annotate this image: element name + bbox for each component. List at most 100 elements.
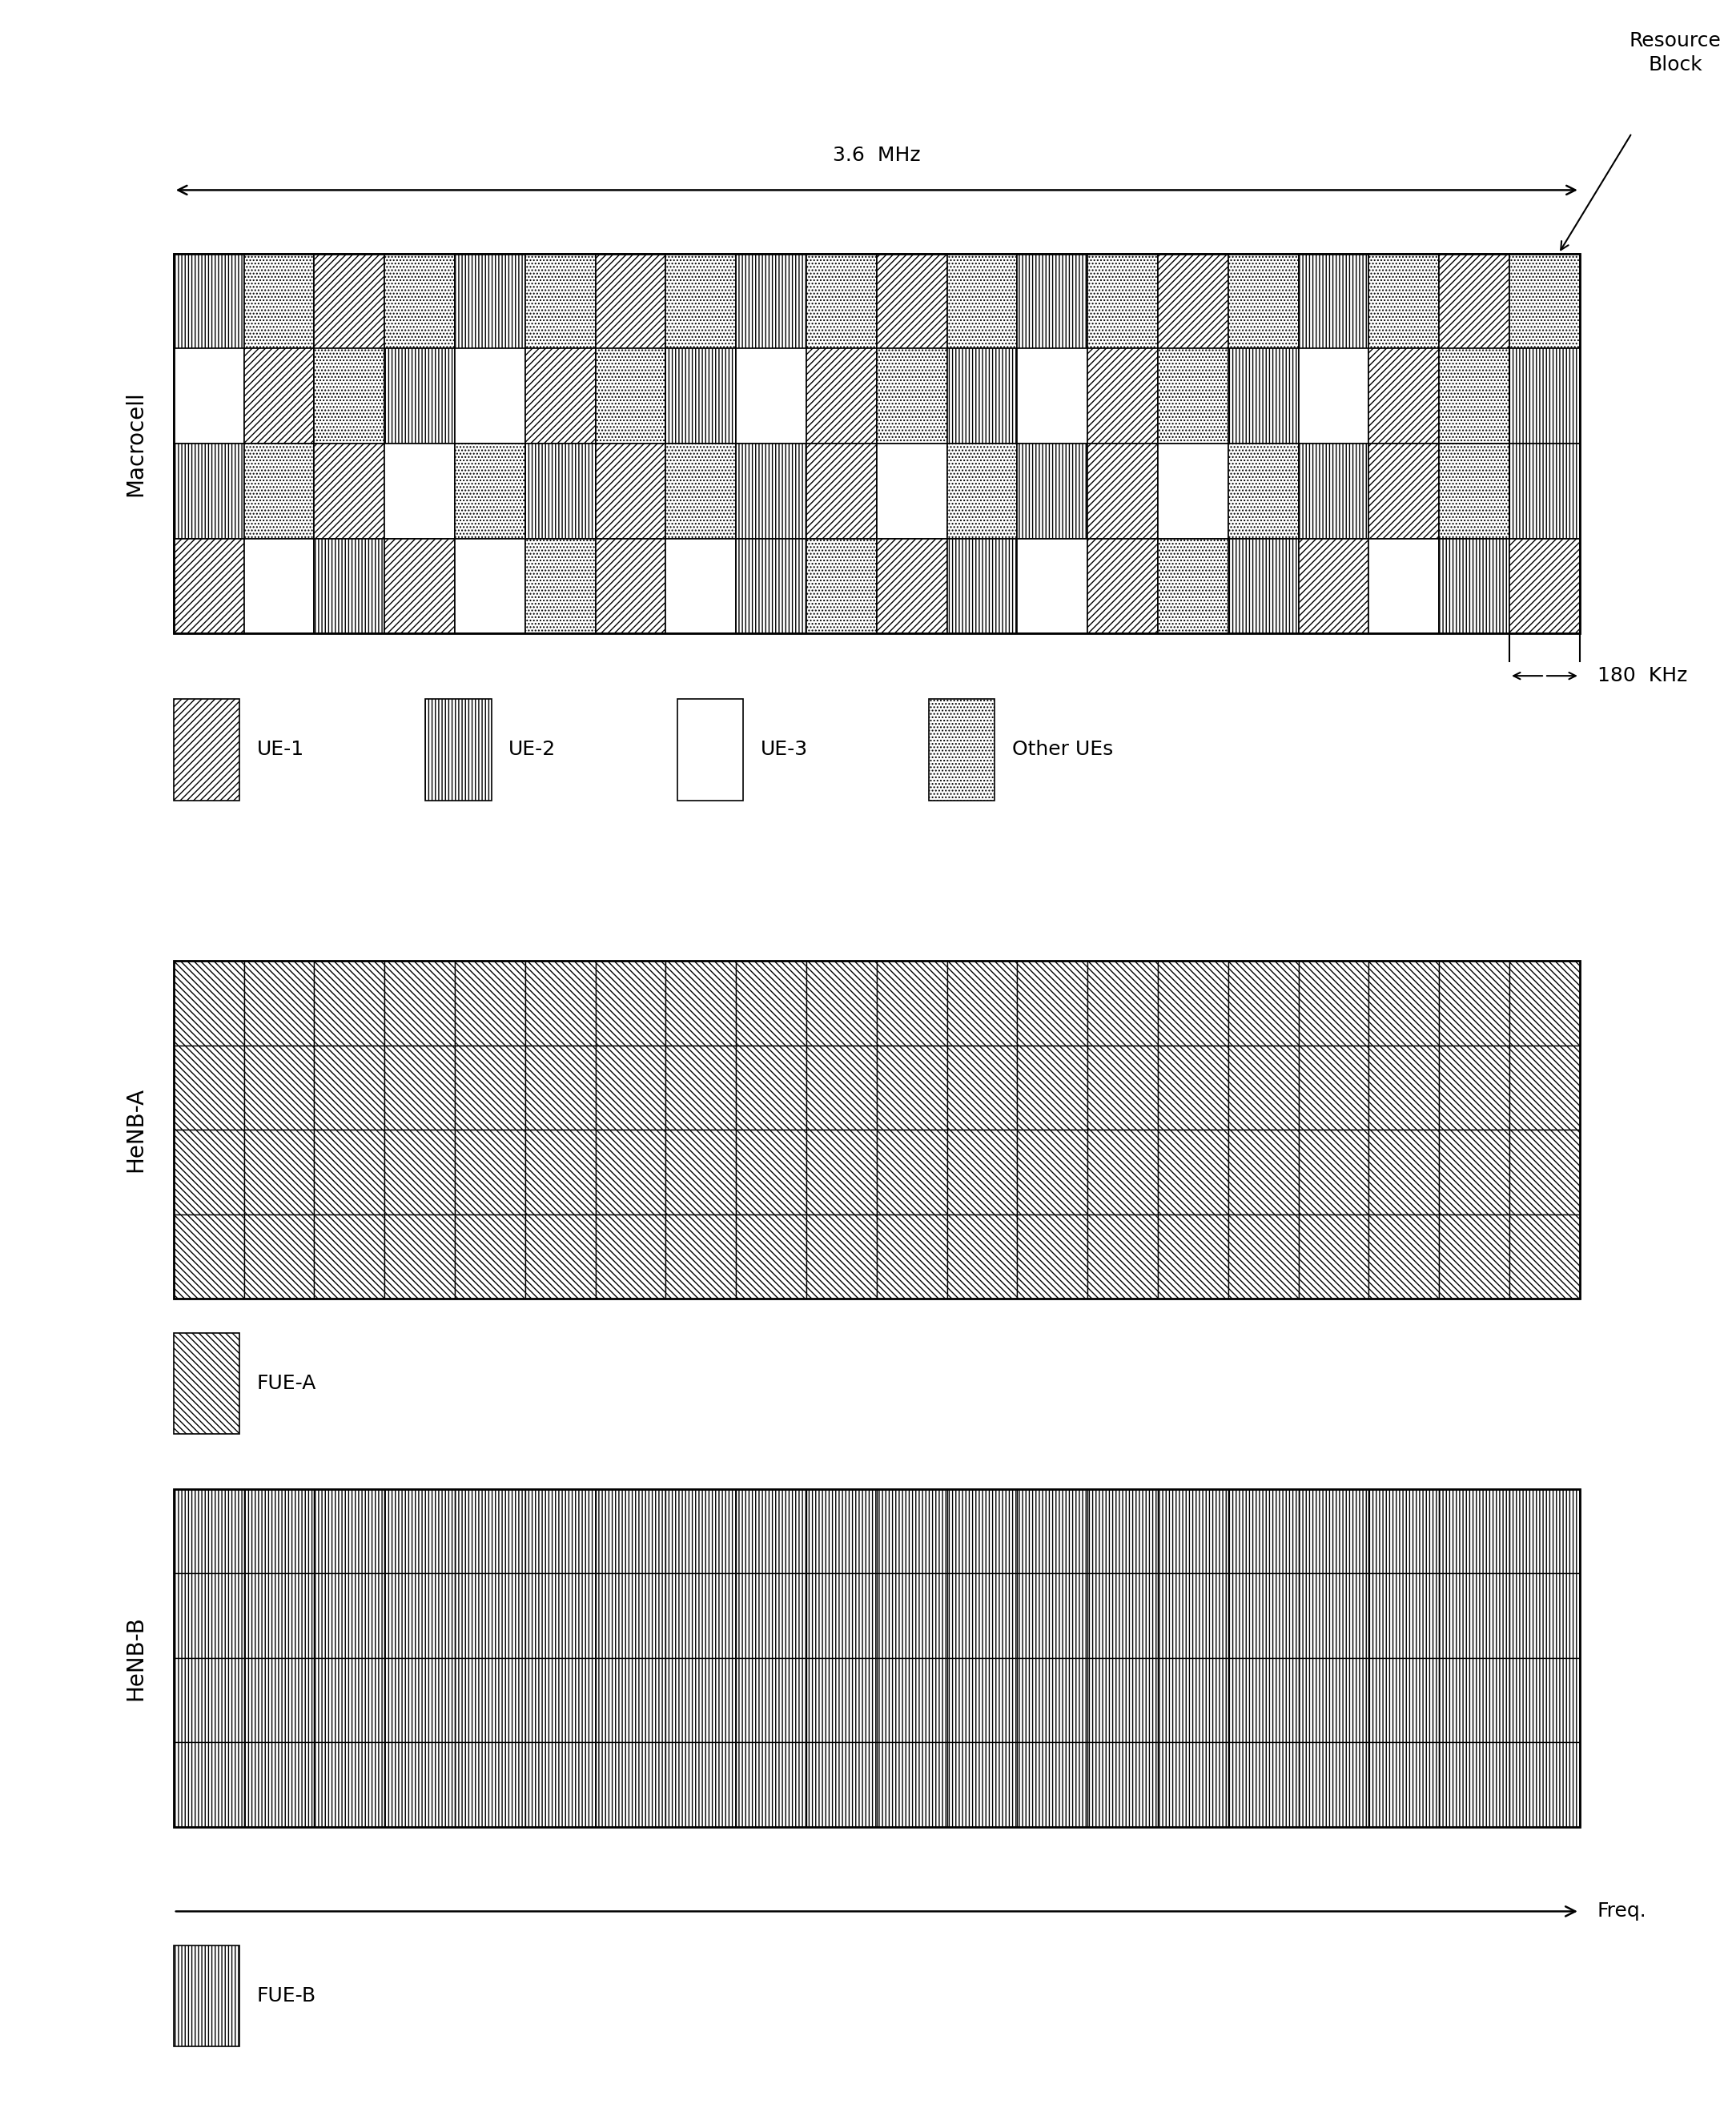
Bar <box>736 1214 806 1299</box>
Bar <box>314 1742 385 1827</box>
Bar <box>595 1130 665 1214</box>
Bar <box>384 253 455 348</box>
Bar <box>1229 444 1299 539</box>
Bar <box>1509 253 1580 348</box>
Bar <box>1299 1658 1368 1742</box>
Bar <box>174 1333 240 1434</box>
Bar <box>243 539 314 634</box>
Bar <box>1017 1573 1087 1658</box>
Bar <box>1158 1130 1227 1214</box>
Bar <box>948 1489 1017 1573</box>
Bar <box>736 444 806 539</box>
Bar <box>314 348 385 444</box>
Bar <box>806 253 877 348</box>
Bar <box>524 1742 595 1827</box>
Bar <box>314 1214 385 1299</box>
Bar <box>948 444 1017 539</box>
Bar <box>667 1489 736 1573</box>
Bar <box>384 1573 455 1658</box>
Bar <box>1299 253 1368 348</box>
Bar <box>455 961 524 1045</box>
Bar <box>1087 1658 1158 1742</box>
Bar <box>1509 961 1580 1045</box>
Bar <box>174 1130 243 1214</box>
Bar <box>595 1573 665 1658</box>
Bar <box>1158 1742 1227 1827</box>
Bar <box>667 961 736 1045</box>
Bar <box>1439 253 1509 348</box>
Bar <box>595 961 665 1045</box>
Text: 180  KHz: 180 KHz <box>1597 665 1687 686</box>
Bar <box>1439 1045 1509 1130</box>
Bar <box>595 1214 665 1299</box>
Bar <box>1087 348 1158 444</box>
Bar <box>1509 444 1580 539</box>
Bar <box>667 539 736 634</box>
Bar <box>1087 1045 1158 1130</box>
Bar <box>667 444 736 539</box>
Bar <box>806 1045 877 1130</box>
Bar <box>174 1045 243 1130</box>
Bar <box>806 539 877 634</box>
Bar <box>877 1489 946 1573</box>
Bar <box>736 1742 806 1827</box>
Bar <box>243 1045 314 1130</box>
Bar <box>384 348 455 444</box>
Bar <box>243 1658 314 1742</box>
Bar <box>877 1130 946 1214</box>
Text: UE-1: UE-1 <box>257 739 304 760</box>
Bar <box>524 1214 595 1299</box>
Bar <box>1509 348 1580 444</box>
Bar <box>1299 1742 1368 1827</box>
Bar <box>1229 1489 1299 1573</box>
Bar <box>1229 539 1299 634</box>
Bar <box>1229 1214 1299 1299</box>
Bar <box>384 1045 455 1130</box>
Bar <box>1299 539 1368 634</box>
Bar <box>806 1742 877 1827</box>
Bar <box>174 253 1580 634</box>
Bar <box>455 444 524 539</box>
Text: Freq.: Freq. <box>1597 1901 1646 1922</box>
Bar <box>524 253 595 348</box>
Bar <box>948 1045 1017 1130</box>
Bar <box>1509 539 1580 634</box>
Bar <box>1158 1045 1227 1130</box>
Bar <box>1439 1489 1509 1573</box>
Bar <box>1229 348 1299 444</box>
Bar <box>1017 1130 1087 1214</box>
Bar <box>1299 1489 1368 1573</box>
Bar <box>524 348 595 444</box>
Bar <box>455 1214 524 1299</box>
Text: 3.6  MHz: 3.6 MHz <box>833 146 920 165</box>
Bar <box>736 1658 806 1742</box>
Bar <box>595 444 665 539</box>
Bar <box>1299 1573 1368 1658</box>
Bar <box>1509 1214 1580 1299</box>
Bar <box>174 444 243 539</box>
Bar <box>524 961 595 1045</box>
Bar <box>1017 961 1087 1045</box>
Bar <box>736 1045 806 1130</box>
Bar <box>243 1573 314 1658</box>
Bar <box>1509 1742 1580 1827</box>
Bar <box>1087 1742 1158 1827</box>
Bar <box>174 1214 243 1299</box>
Bar <box>1017 444 1087 539</box>
Bar <box>524 1658 595 1742</box>
Bar <box>1439 961 1509 1045</box>
Bar <box>314 1045 385 1130</box>
Bar <box>243 1742 314 1827</box>
Bar <box>314 253 385 348</box>
Bar <box>1299 1045 1368 1130</box>
Bar <box>455 1658 524 1742</box>
Bar <box>1158 1573 1227 1658</box>
Bar <box>1158 253 1227 348</box>
Bar <box>667 1045 736 1130</box>
Bar <box>174 961 1580 1299</box>
Bar <box>948 348 1017 444</box>
Bar <box>1299 961 1368 1045</box>
Bar <box>736 961 806 1045</box>
Bar <box>736 1130 806 1214</box>
Bar <box>1017 1742 1087 1827</box>
